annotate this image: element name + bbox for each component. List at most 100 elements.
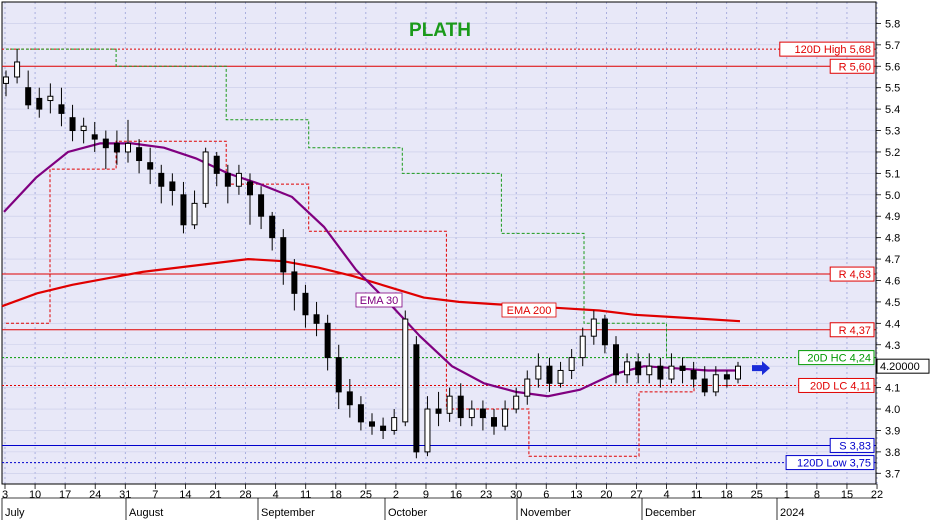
x-tick-label: 4: [273, 489, 279, 501]
hc-step-line: [6, 48, 750, 359]
level-label-high120: 120D High 5,68: [795, 44, 871, 56]
candle-body: [635, 361, 642, 376]
x-tick-label: 8: [814, 489, 820, 501]
candle-body: [324, 322, 331, 359]
candle-body: [735, 365, 741, 380]
candle-body: [180, 194, 187, 226]
y-tick-label: 5.6: [885, 61, 900, 73]
candle-body: [457, 395, 464, 419]
y-tick-label: 4.1: [885, 383, 900, 395]
y-tick-label: 5.7: [885, 40, 900, 52]
y-tick-label: 5.1: [885, 168, 900, 180]
x-tick-label: 27: [630, 489, 642, 501]
x-tick-label: 10: [29, 489, 41, 501]
candle-body: [424, 408, 431, 453]
last-price-box: [876, 358, 930, 374]
candle-body: [690, 369, 697, 380]
y-tick-label: 4.7: [885, 254, 900, 266]
candle-body: [202, 151, 209, 204]
levels: 120D High 5,68 R 5,60 R 4,63 R 4,37 20D HC 4…: [2, 41, 876, 471]
candle-body: [646, 365, 653, 376]
candle-body: [657, 365, 664, 380]
month-label: October: [388, 507, 427, 519]
candle-body: [491, 417, 497, 427]
candle-body: [402, 318, 409, 423]
level-label-lc20: 20D LC 4,11: [810, 380, 871, 392]
candle-body: [369, 421, 375, 427]
x-tick-label: 3: [2, 489, 8, 501]
candle-body: [191, 202, 198, 226]
x-tick-label: 6: [543, 489, 549, 501]
ema30-label-box: [355, 292, 403, 308]
candle-body: [14, 61, 21, 78]
x-tick-label: 20: [600, 489, 612, 501]
x-tick-label: 9: [423, 489, 429, 501]
y-tick-label: 4.9: [885, 211, 900, 223]
candle-body: [47, 95, 54, 102]
candle-body: [624, 361, 631, 376]
x-tick-label: 25: [751, 489, 763, 501]
level-label-box-hc20: [798, 350, 875, 366]
chart-title: PLATH: [409, 20, 471, 41]
month-label: September: [261, 507, 315, 519]
candle-body: [712, 374, 719, 393]
y-tick-label: 3.8: [885, 447, 900, 459]
candle-body: [291, 271, 298, 294]
candle-body: [80, 125, 87, 132]
candle-body: [479, 408, 486, 419]
y-tick-label: 5.8: [885, 18, 900, 30]
candle-body: [502, 408, 509, 427]
x-tick-label: 28: [239, 489, 251, 501]
channel-steps: [6, 48, 750, 457]
y-tick-label: 4.6: [885, 275, 900, 287]
candle-body: [513, 395, 520, 410]
ema200-line: [1, 257, 741, 323]
candle-body: [668, 365, 675, 380]
candle-body: [280, 237, 287, 273]
candle-body: [579, 335, 586, 359]
candle-body: [568, 357, 575, 371]
candle-body: [3, 76, 9, 84]
x-tick-label: 2: [393, 489, 399, 501]
level-label-box-lc20: [798, 377, 875, 393]
candle-body: [413, 344, 420, 453]
candle-body: [258, 194, 265, 217]
x-tick-label: 18: [330, 489, 342, 501]
x-tick-label: 11: [300, 489, 311, 501]
month-label: November: [520, 507, 571, 519]
candle-body: [435, 408, 442, 414]
candle-body: [36, 97, 43, 110]
level-label-box-high120: [779, 41, 875, 57]
x-tick-label: 15: [841, 489, 853, 501]
candle-body: [679, 365, 686, 371]
y-tick-label: 4.5: [885, 297, 900, 309]
x-tick-label: 4: [663, 489, 669, 501]
ema200-label-box: [501, 302, 557, 318]
x-tick-label: 23: [480, 489, 492, 501]
y-tick-label: 5.2: [885, 147, 900, 159]
candle-body: [701, 378, 708, 393]
level-label-box-r560: [829, 58, 875, 74]
candle-body: [524, 378, 531, 397]
candle-body: [357, 404, 364, 423]
ema200-label: EMA 200: [507, 305, 552, 317]
candle-body: [313, 314, 320, 324]
candle-body: [102, 138, 109, 149]
candle-body: [380, 425, 387, 431]
y-tick-label: 5.3: [885, 126, 900, 138]
candle-body: [302, 292, 309, 316]
x-tick-label: 18: [721, 489, 733, 501]
x-tick-label: 22: [871, 489, 883, 501]
candle-body: [136, 147, 143, 162]
candle-body: [213, 155, 220, 174]
month-label: 2024: [780, 507, 804, 519]
candle-body: [91, 134, 98, 140]
candle-body: [590, 318, 597, 337]
y-tick-label: 3.7: [885, 468, 900, 480]
x-tick-label: 21: [209, 489, 221, 501]
x-tick-label: 30: [510, 489, 522, 501]
candle-body: [125, 142, 131, 153]
month-label: August: [129, 507, 163, 519]
